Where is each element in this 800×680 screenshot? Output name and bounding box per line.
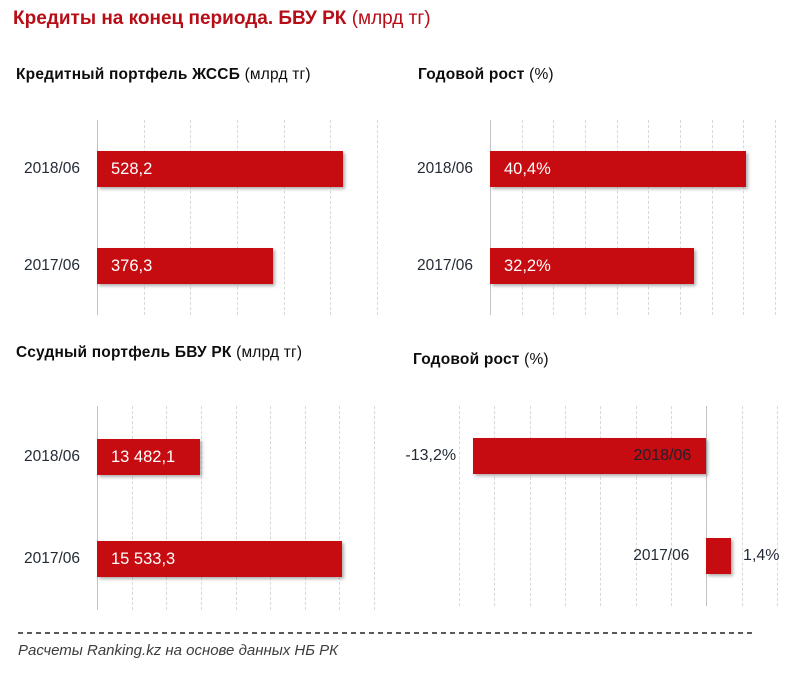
- axis-line: [706, 406, 708, 606]
- axis-line: [490, 120, 491, 315]
- bar-2018-06: 2018/06 528,2: [24, 150, 344, 187]
- gridline: [339, 406, 341, 610]
- dashed-separator: [18, 632, 756, 634]
- gridline: [143, 120, 145, 315]
- bar-value-label: 376,3: [111, 257, 153, 276]
- gridline: [680, 120, 681, 315]
- axis-line: [97, 120, 98, 315]
- plot-area-annual-growth-zhssb: 2018/06 40,4% 2017/06 32,2%: [417, 120, 776, 315]
- gridline: [200, 406, 202, 610]
- gridline: [304, 406, 306, 610]
- gridline: [190, 120, 192, 315]
- gridline: [237, 120, 238, 315]
- gridline: [374, 406, 375, 610]
- source-note: Расчеты Ranking.kz на основе данных НБ Р…: [18, 642, 339, 659]
- gridline: [743, 120, 745, 315]
- gridline: [166, 406, 168, 610]
- bar-value-label: 528,2: [111, 159, 153, 178]
- gridline: [235, 406, 237, 610]
- bar-value-label: 13 482,1: [111, 448, 176, 466]
- bar-value-label: 15 533,3: [111, 550, 176, 568]
- plot-area-zhssb-portfolio: 2018/06 528,2 2017/06 376,3: [24, 120, 378, 315]
- gridline: [565, 406, 566, 606]
- bar-value-label: 32,2%: [504, 257, 551, 276]
- bar-value-label: 1,4%: [743, 547, 780, 564]
- plot-area-annual-growth-bvu: 2018/06 -13,2% 2017/06 1,4%: [405, 406, 780, 606]
- gridline: [459, 406, 460, 606]
- gridline: [775, 120, 776, 315]
- gridline: [270, 406, 272, 610]
- bar-category-label: 2017/06: [23, 550, 80, 567]
- chart-title-unit: (млрд тг): [244, 66, 311, 83]
- gridline: [529, 406, 531, 606]
- gridline: [585, 120, 586, 315]
- bar-2018-06: 2018/06 13 482,1: [24, 439, 200, 475]
- gridline: [741, 406, 743, 606]
- bar-category-label: 2018/06: [416, 159, 473, 177]
- gridline: [777, 406, 778, 606]
- gridline: [671, 406, 672, 606]
- axis-line: [97, 406, 98, 610]
- bar-2018-06: 2018/06 -13,2%: [405, 438, 707, 474]
- page-title: Кредиты на конец периода. БВУ РК (млрд т…: [13, 8, 431, 30]
- gridline: [521, 120, 523, 315]
- chart-title-bvu-loan-portfolio: Ссудный портфель БВУ РК (млрд тг): [16, 344, 302, 362]
- chart-title-annual-growth-bvu: Годовой рост (%): [413, 351, 549, 369]
- gridline: [648, 120, 650, 315]
- bar-2017-06: 2017/06 376,3: [24, 248, 273, 285]
- bar-category-label: 2018/06: [23, 159, 80, 177]
- gridline: [283, 120, 285, 315]
- bar-value-label: -13,2%: [405, 447, 457, 464]
- plot-area-bvu-loan-portfolio: 2018/06 13 482,1 2017/06 15 533,3: [24, 406, 375, 610]
- chart-title-annual-growth-zhssb: Годовой рост (%): [418, 66, 554, 84]
- chart-title-unit: (%): [524, 351, 549, 368]
- gridline: [377, 120, 378, 315]
- chart-title-text: Годовой рост: [413, 351, 520, 368]
- bar-category-label: 2017/06: [23, 257, 80, 275]
- gridline: [494, 406, 496, 606]
- gridline: [131, 406, 133, 610]
- page-title-text: Кредиты на конец периода. БВУ РК: [13, 8, 347, 29]
- gridline: [330, 120, 332, 315]
- bar-category-label: 2017/06: [416, 257, 473, 275]
- chart-title-text: Кредитный портфель ЖССБ: [16, 66, 241, 83]
- chart-title-unit: (%): [529, 66, 554, 83]
- bar-2018-06: 2018/06 40,4%: [417, 150, 746, 187]
- bar-value-label: 40,4%: [504, 159, 551, 178]
- bar-2017-06: 2017/06 32,2%: [417, 248, 694, 285]
- page-title-unit: (млрд тг): [351, 8, 431, 29]
- gridline: [616, 120, 618, 315]
- gridline: [635, 406, 637, 606]
- bar-2017-06: 2017/06 15 533,3: [24, 541, 342, 577]
- bar-category-label: 2017/06: [633, 547, 690, 564]
- gridline: [711, 120, 713, 315]
- bar-category-label: 2018/06: [633, 447, 692, 464]
- gridline: [600, 406, 602, 606]
- bar-category-label: 2018/06: [23, 448, 80, 465]
- chart-title-text: Ссудный портфель БВУ РК: [16, 344, 232, 361]
- chart-title-zhssb-portfolio: Кредитный портфель ЖССБ (млрд тг): [16, 66, 311, 84]
- chart-title-text: Годовой рост: [418, 66, 525, 83]
- bar-2017-06: 2017/06 1,4%: [633, 538, 780, 574]
- chart-title-unit: (млрд тг): [236, 344, 303, 361]
- gridline: [553, 120, 555, 315]
